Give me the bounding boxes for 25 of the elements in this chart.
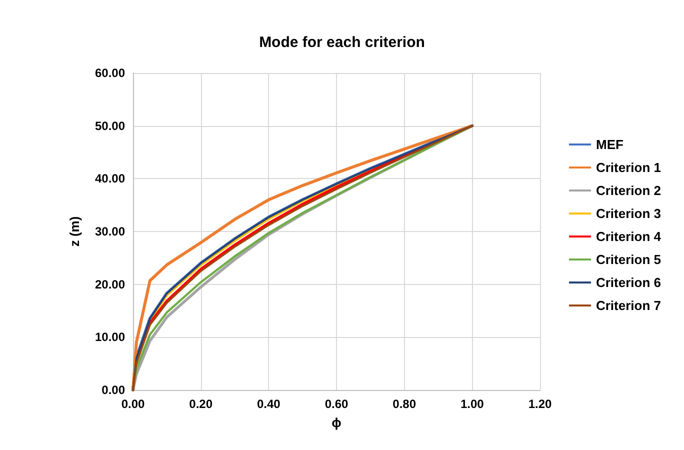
legend-label: Criterion 5 xyxy=(596,252,662,267)
x-tick-label: 0.00 xyxy=(121,397,145,411)
y-tick-label: 60.00 xyxy=(94,66,126,80)
y-tick-label: 30.00 xyxy=(94,224,126,238)
x-tick-label: 0.80 xyxy=(392,397,416,411)
x-tick-label: 0.20 xyxy=(189,397,213,411)
y-tick-label: 20.00 xyxy=(94,277,126,292)
y-tick-label: 50.00 xyxy=(94,118,126,133)
chart-title: Mode for each criterion xyxy=(259,34,425,51)
legend-label: Criterion 7 xyxy=(596,298,662,313)
legend-label: Criterion 3 xyxy=(596,206,662,221)
x-axis-title: ϕ xyxy=(332,415,342,430)
y-tick-label: 40.00 xyxy=(94,172,126,186)
x-tick-label: 0.40 xyxy=(256,397,281,411)
legend-label: Criterion 1 xyxy=(596,160,662,175)
legend-label: Criterion 4 xyxy=(596,229,662,244)
legend-label: Criterion 6 xyxy=(596,275,662,290)
x-tick-label: 1.20 xyxy=(528,397,552,411)
legend-label: MEF xyxy=(596,137,624,152)
x-tick-label: 1.00 xyxy=(460,397,484,411)
y-tick-label: 0.00 xyxy=(102,383,126,397)
y-axis-title: z (m) xyxy=(67,216,82,247)
y-tick-label: 10.00 xyxy=(94,330,126,344)
x-tick-label: 0.60 xyxy=(324,397,348,411)
legend-label: Criterion 2 xyxy=(596,183,662,198)
